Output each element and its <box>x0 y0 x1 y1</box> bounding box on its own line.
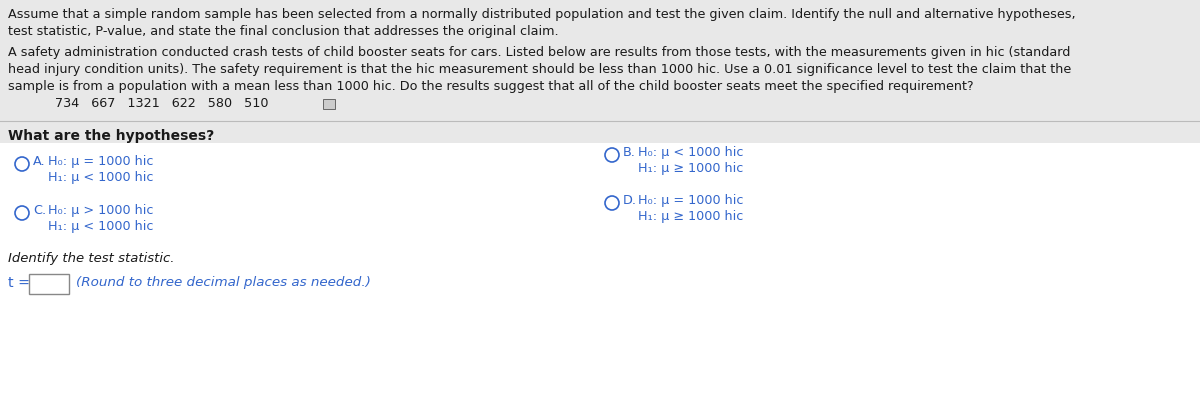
FancyBboxPatch shape <box>323 99 335 109</box>
Text: head injury condition units). The safety requirement is that the hic measurement: head injury condition units). The safety… <box>8 63 1072 76</box>
Text: H₁: μ < 1000 hic: H₁: μ < 1000 hic <box>48 219 154 233</box>
Text: H₀: μ < 1000 hic: H₀: μ < 1000 hic <box>638 146 743 159</box>
FancyBboxPatch shape <box>29 274 70 294</box>
Text: H₁: μ ≥ 1000 hic: H₁: μ ≥ 1000 hic <box>638 209 743 223</box>
Text: Assume that a simple random sample has been selected from a normally distributed: Assume that a simple random sample has b… <box>8 8 1075 21</box>
Text: H₀: μ = 1000 hic: H₀: μ = 1000 hic <box>48 154 154 168</box>
Text: B.: B. <box>623 146 636 159</box>
Text: C.: C. <box>34 204 46 216</box>
Text: test statistic, P-value, and state the final conclusion that addresses the origi: test statistic, P-value, and state the f… <box>8 25 559 38</box>
Text: (Round to three decimal places as needed.): (Round to three decimal places as needed… <box>76 275 371 288</box>
Text: D.: D. <box>623 194 637 206</box>
Text: Identify the test statistic.: Identify the test statistic. <box>8 252 174 264</box>
Text: 734   667   1321   622   580   510: 734 667 1321 622 580 510 <box>55 97 269 110</box>
Text: sample is from a population with a mean less than 1000 hic. Do the results sugge: sample is from a population with a mean … <box>8 80 973 93</box>
Text: H₁: μ < 1000 hic: H₁: μ < 1000 hic <box>48 171 154 183</box>
FancyBboxPatch shape <box>0 0 1200 144</box>
Text: H₀: μ = 1000 hic: H₀: μ = 1000 hic <box>638 194 743 206</box>
Text: H₀: μ > 1000 hic: H₀: μ > 1000 hic <box>48 204 154 216</box>
Text: A safety administration conducted crash tests of child booster seats for cars. L: A safety administration conducted crash … <box>8 46 1070 59</box>
Text: A.: A. <box>34 154 46 168</box>
Text: t =: t = <box>8 275 30 289</box>
Text: H₁: μ ≥ 1000 hic: H₁: μ ≥ 1000 hic <box>638 161 743 175</box>
Text: What are the hypotheses?: What are the hypotheses? <box>8 129 215 142</box>
